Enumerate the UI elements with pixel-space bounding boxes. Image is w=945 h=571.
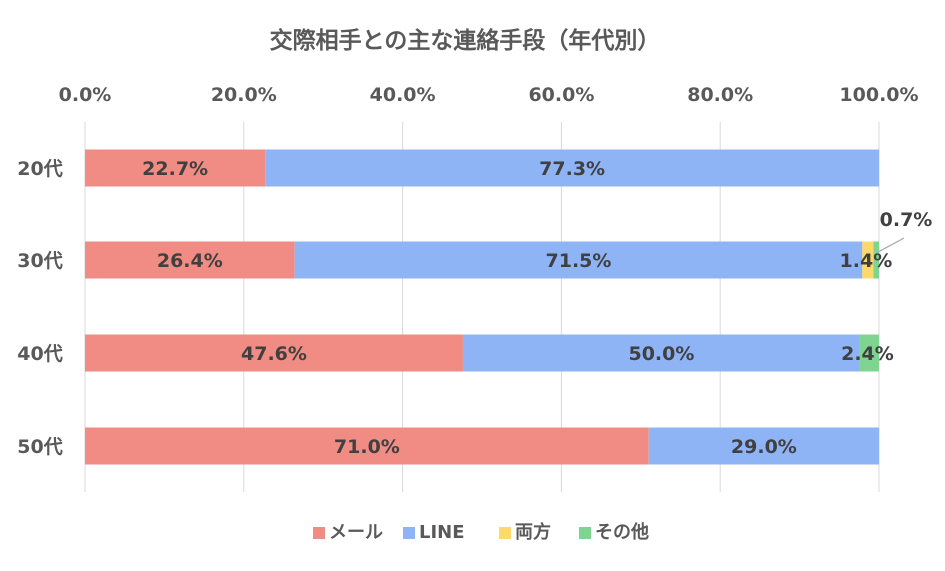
- x-tick-label: 20.0%: [211, 84, 277, 106]
- y-category-label: 30代: [17, 250, 62, 272]
- y-category-label: 20代: [17, 158, 62, 180]
- bar-segment-30-s2: [862, 241, 874, 279]
- bar-segment-30-s1: [294, 241, 863, 279]
- data-label: 22.7%: [142, 158, 208, 180]
- x-axis-tick-labels: 0.0% 20.0% 40.0% 60.0% 80.0% 100.0%: [59, 84, 919, 106]
- callout-leader-line: [877, 237, 905, 253]
- y-category-label: 40代: [17, 343, 62, 365]
- bar-segment-40-s0: [85, 334, 463, 372]
- legend-label: メール: [329, 522, 383, 543]
- bar-segment-30-s3: [873, 241, 879, 279]
- y-axis-category-labels: 20代 30代 40代 50代: [17, 158, 62, 458]
- bar-segment-20-s1: [265, 149, 879, 187]
- x-tick-label: 0.0%: [59, 84, 112, 106]
- x-tick-label: 40.0%: [370, 84, 436, 106]
- x-tick-label: 80.0%: [687, 84, 753, 106]
- legend-label: その他: [595, 521, 649, 543]
- data-label: 2.4%: [841, 343, 894, 365]
- x-tick-label: 60.0%: [528, 84, 594, 106]
- data-label: 50.0%: [628, 343, 694, 365]
- chart-title: 交際相手との主な連絡手段（年代別）: [270, 27, 661, 54]
- legend-swatch: [313, 527, 325, 539]
- bar-segment-50-s0: [85, 427, 649, 465]
- bar-segments: [85, 149, 879, 465]
- legend-swatch: [403, 527, 415, 539]
- bar-segment-40-s1: [462, 334, 860, 372]
- bar-segment-40-s3: [859, 334, 879, 372]
- bar-segment-50-s1: [648, 427, 879, 465]
- x-tick-label: 100.0%: [839, 84, 918, 106]
- bar-segment-20-s0: [85, 149, 266, 187]
- data-label: 71.0%: [334, 436, 400, 458]
- legend-label: 両方: [515, 521, 551, 543]
- data-label: 26.4%: [157, 250, 223, 272]
- data-label-callout: 0.7%: [880, 209, 933, 231]
- legend: メール LINE 両方 その他: [313, 521, 649, 543]
- legend-swatch: [579, 527, 591, 539]
- data-label: 47.6%: [241, 343, 307, 365]
- data-label: 71.5%: [546, 250, 612, 272]
- bar-segment-30-s0: [85, 241, 295, 279]
- data-labels: 22.7% 77.3% 26.4% 71.5% 1.4% 0.7% 47.6% 50.0% 2.…: [142, 158, 932, 458]
- legend-swatch: [499, 527, 511, 539]
- legend-label: LINE: [419, 522, 465, 543]
- data-label: 1.4%: [840, 250, 893, 272]
- data-label: 29.0%: [731, 436, 797, 458]
- data-label: 77.3%: [539, 158, 605, 180]
- y-category-label: 50代: [17, 436, 62, 458]
